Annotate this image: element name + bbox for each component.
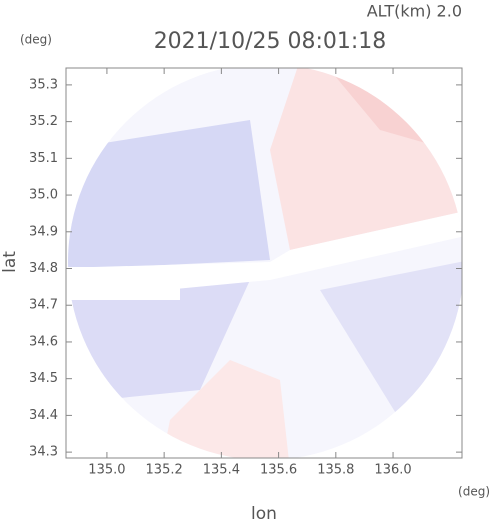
y-tick-label: 35.0 bbox=[29, 188, 58, 203]
y-tick-label: 34.5 bbox=[29, 371, 58, 386]
chart-title: 2021/10/25 08:01:18 bbox=[154, 29, 387, 54]
y-tick-label: 34.3 bbox=[29, 445, 58, 460]
y-tick-label: 34.6 bbox=[29, 334, 58, 349]
y-tick-label: 35.1 bbox=[29, 151, 58, 166]
y-tick-label: 35.3 bbox=[29, 77, 58, 92]
y-tick-label: 35.2 bbox=[29, 114, 58, 129]
x-unit: (deg) bbox=[458, 485, 490, 499]
y-tick-label: 34.4 bbox=[29, 408, 58, 423]
y-tick-label: 34.8 bbox=[29, 261, 58, 276]
plot-frame bbox=[65, 67, 463, 459]
y-unit: (deg) bbox=[20, 33, 52, 47]
y-tick-label: 34.7 bbox=[29, 298, 58, 313]
x-tick-label: 135.0 bbox=[88, 463, 125, 478]
x-tick-label: 135.6 bbox=[260, 463, 297, 478]
x-tick-label: 135.4 bbox=[203, 463, 240, 478]
y-tick-label: 34.9 bbox=[29, 224, 58, 239]
radar-field bbox=[66, 68, 462, 458]
annotation: ALT(km) 2.0 bbox=[367, 2, 462, 21]
x-tick-label: 135.8 bbox=[317, 463, 354, 478]
y-axis-label: lat bbox=[0, 251, 20, 273]
x-tick-label: 135.2 bbox=[146, 463, 183, 478]
x-axis-label: lon bbox=[251, 504, 277, 521]
x-tick-label: 136.0 bbox=[374, 463, 411, 478]
